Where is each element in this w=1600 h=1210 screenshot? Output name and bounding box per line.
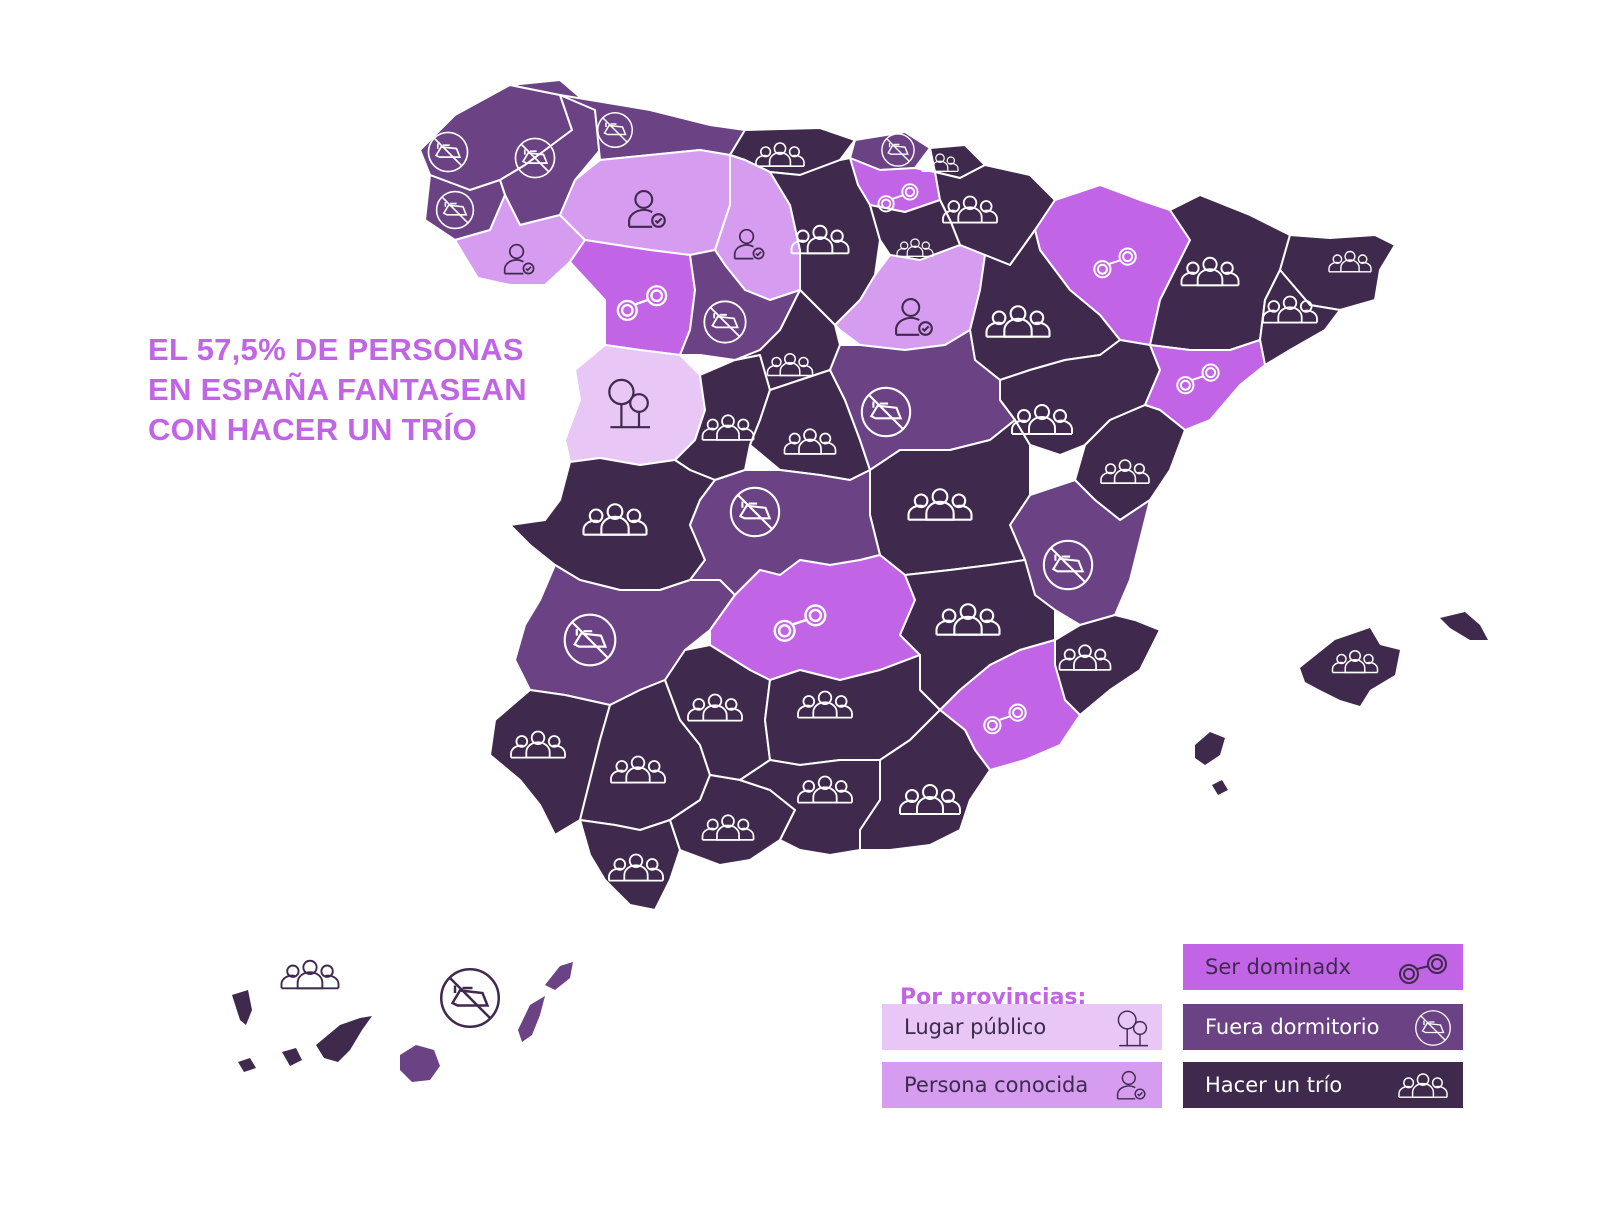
island-ibiza [1195,732,1225,765]
island-el-hierro [238,1058,256,1072]
island-formentera [1212,780,1228,795]
legend-label: Lugar público [904,1015,1047,1039]
person-check-icon [1116,1070,1146,1100]
canary-icons [280,959,500,1028]
legend-label: Persona conocida [904,1073,1089,1097]
province-burgos [769,157,881,326]
headline: EL 57,5% DE PERSONAS EN ESPAÑA FANTASEAN… [148,330,568,450]
province-tarragona [1144,339,1266,431]
province-huelva [489,689,611,836]
legend-label: Fuera dormitorio [1205,1015,1380,1039]
legend-item-ser-dominadx: Ser dominadx [1183,944,1463,990]
province-almeria [859,709,991,851]
island-lanzarote [545,962,573,990]
legend-item-hacer-un-trio: Hacer un trío [1183,1062,1463,1108]
group-icon [1398,1073,1448,1098]
island-tenerife [316,1016,372,1062]
headline-line-2: EN ESPAÑA FANTASEAN [148,372,527,407]
group-icon [280,959,340,990]
headline-line-3: CON HACER UN TRÍO [148,412,477,447]
province-zamora [569,239,696,356]
tree-icon [1117,1010,1149,1047]
island-gran-canaria [400,1045,440,1082]
legend-label: Ser dominadx [1205,955,1351,979]
province-cadiz [579,819,681,911]
province-alicante [1054,614,1161,716]
canary-islands [232,962,573,1082]
island-mallorca [1300,628,1400,706]
legend-label: Hacer un trío [1205,1073,1343,1097]
legend-item-persona-conocida: Persona conocida [882,1062,1162,1108]
island-la-gomera [282,1048,302,1066]
no-bed-icon [1415,1010,1451,1046]
no-bed-icon [440,968,500,1028]
legend-item-fuera-dormitorio: Fuera dormitorio [1183,1004,1463,1050]
handcuffs-icon [1399,954,1447,984]
province-caceres [509,457,716,591]
balearic-islands [1195,612,1488,795]
island-la-palma [232,990,252,1025]
headline-line-1: EL 57,5% DE PERSONAS [148,332,524,367]
island-menorca [1440,612,1488,640]
province-salamanca [564,344,706,466]
legend-item-lugar-publico: Lugar público [882,1004,1162,1050]
province-barcelona [1259,269,1341,366]
island-fuerteventura [518,996,545,1042]
